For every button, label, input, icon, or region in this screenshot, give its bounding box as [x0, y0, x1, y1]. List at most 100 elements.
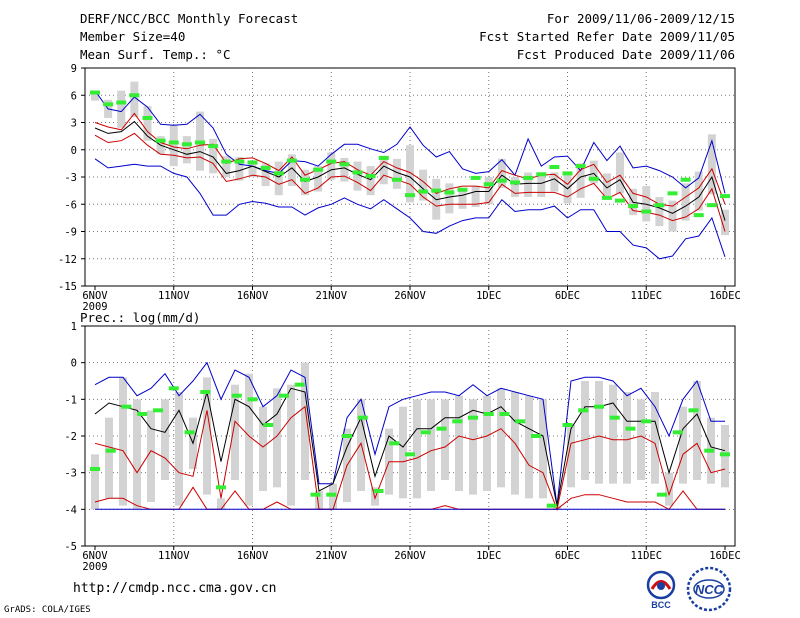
median-marker	[357, 415, 368, 420]
y-tick-label: 6	[71, 90, 77, 102]
median-marker	[654, 203, 665, 208]
median-marker	[615, 198, 625, 203]
median-marker	[578, 408, 589, 413]
x-tick-label: 6NOV	[82, 550, 108, 562]
spread-box	[209, 138, 218, 174]
spread-box	[143, 106, 152, 141]
spread-box	[287, 154, 296, 187]
median-marker	[499, 412, 510, 416]
x-tick-label: 16NOV	[237, 550, 269, 562]
chart-title: DERF/NCC/BCC Monthly Forecast	[80, 11, 299, 26]
spread-box	[147, 410, 155, 502]
spread-box	[130, 81, 139, 118]
median-marker	[294, 382, 305, 387]
spread-box	[525, 395, 533, 499]
median-marker	[155, 138, 166, 143]
series-line-max	[94, 90, 726, 194]
bcc-logo-ring	[646, 570, 676, 600]
spread-box	[117, 90, 126, 128]
spread-box	[327, 152, 336, 180]
panel-title: Prec.: log(mm/d)	[80, 310, 200, 325]
median-marker	[231, 393, 242, 398]
median-marker	[704, 448, 715, 453]
spread-box	[287, 384, 295, 506]
spread-box	[655, 196, 664, 227]
x-tick-label: 16NOV	[237, 290, 269, 302]
y-tick-label: -12	[58, 254, 77, 266]
median-marker	[378, 155, 389, 160]
median-marker	[216, 485, 226, 490]
median-marker	[116, 100, 127, 105]
median-marker	[405, 193, 415, 198]
x-tick-label: 6DEC	[555, 550, 580, 562]
median-marker	[181, 142, 192, 147]
spread-box	[469, 399, 477, 495]
spread-box	[471, 186, 480, 207]
spread-box	[609, 384, 617, 484]
series-line-spread_hi	[94, 112, 726, 207]
median-marker	[688, 408, 699, 413]
spread-box	[419, 169, 428, 201]
x-tick-label: 26NOV	[394, 290, 426, 302]
spread-box	[483, 395, 491, 491]
spread-box	[721, 209, 729, 236]
median-marker	[389, 441, 400, 446]
x-tick-label: 11DEC	[630, 550, 662, 562]
series-line-min	[94, 158, 726, 260]
spread-box	[203, 377, 211, 495]
spread-box	[681, 183, 690, 221]
median-marker	[247, 397, 258, 402]
spread-box	[261, 163, 270, 187]
median-marker	[342, 434, 352, 438]
spread-box	[497, 388, 505, 488]
spread-box	[537, 172, 546, 197]
median-marker	[137, 412, 148, 416]
median-marker	[720, 194, 730, 199]
median-marker	[365, 174, 376, 179]
median-marker	[575, 164, 586, 169]
spread-box	[119, 377, 127, 506]
forecast-period: For 2009/11/06-2009/12/15	[546, 11, 735, 26]
median-marker	[103, 102, 114, 107]
median-marker	[588, 176, 599, 181]
footer-url[interactable]: http://cmdp.ncc.cma.gov.cn	[73, 581, 277, 596]
spread-box	[707, 134, 716, 195]
spread-box	[484, 177, 493, 205]
spread-box	[315, 491, 323, 510]
bcc-logo-text: BCC	[651, 600, 671, 610]
median-marker	[373, 489, 384, 493]
x-tick-label: 16DEC	[709, 550, 741, 562]
spread-box	[458, 190, 467, 209]
median-marker	[105, 448, 116, 453]
spread-box	[602, 173, 611, 198]
median-marker	[168, 140, 179, 145]
spread-box	[366, 166, 375, 196]
spread-box	[616, 152, 624, 194]
y-tick-label: 1	[71, 321, 77, 333]
spread-box	[441, 399, 449, 480]
median-marker	[326, 492, 337, 497]
spread-box	[273, 388, 281, 488]
y-tick-label: -15	[58, 281, 77, 293]
spread-box	[399, 406, 407, 499]
median-marker	[706, 203, 717, 208]
spread-box	[217, 498, 225, 510]
median-marker	[452, 419, 463, 424]
x-tick-label: 21NOV	[315, 550, 347, 562]
x-tick-label: 11DEC	[630, 290, 662, 302]
spread-box	[693, 381, 701, 480]
median-marker	[184, 430, 195, 435]
series-line-mean	[94, 387, 726, 506]
spread-box	[245, 373, 253, 506]
spread-box	[413, 399, 421, 499]
spread-box	[665, 472, 673, 506]
spread-box	[445, 183, 454, 214]
y-tick-label: -2	[64, 431, 77, 443]
median-marker	[641, 209, 652, 214]
y-tick-label: 9	[71, 63, 77, 75]
spread-box	[406, 145, 414, 203]
median-marker	[672, 430, 683, 435]
spread-box	[651, 392, 659, 484]
y-tick-label: -4	[64, 504, 77, 516]
